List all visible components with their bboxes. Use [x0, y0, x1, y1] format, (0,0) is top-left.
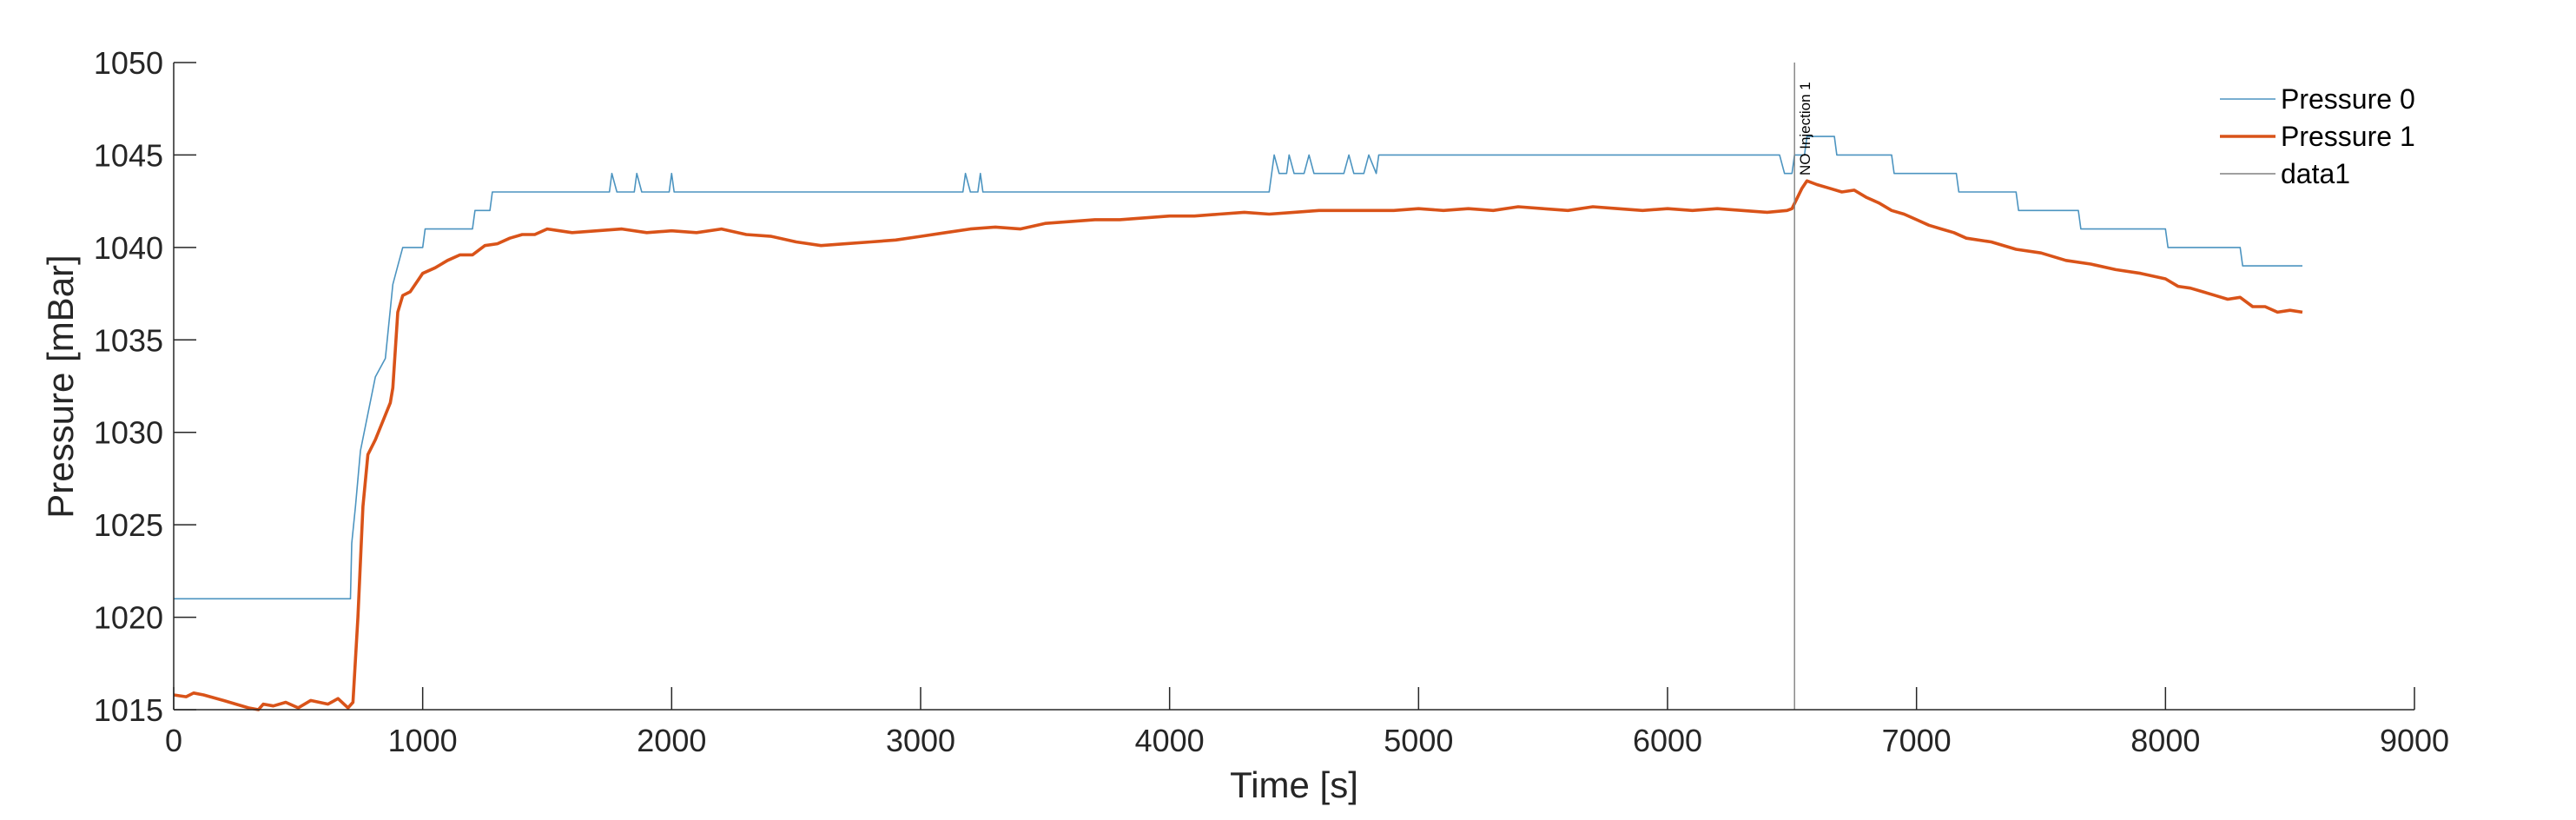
y-tick-label: 1040: [94, 230, 163, 266]
legend-label: Pressure 0: [2281, 83, 2415, 115]
annotation-layer: NO Injection 1: [1797, 82, 1813, 175]
axes-layer: [173, 63, 2414, 711]
x-tick-label: 9000: [2380, 723, 2449, 758]
annotation-label: NO Injection 1: [1797, 82, 1813, 175]
y-tick-label: 1050: [94, 45, 163, 81]
y-axis-title: Pressure [mBar]: [40, 255, 81, 518]
legend-label: data1: [2281, 158, 2350, 189]
x-tick-label: 2000: [637, 723, 706, 758]
x-tick-label: 8000: [2130, 723, 2200, 758]
series-line-pressure-0: [174, 136, 2302, 600]
x-tick-label: 0: [165, 723, 182, 758]
y-tick-label: 1020: [94, 600, 163, 636]
x-ticks: 0 1000 2000 3000 4000 5000 6000 7000 8000 9000: [165, 687, 2449, 758]
y-tick-label: 1025: [94, 507, 163, 543]
y-ticks: 1015 1020 1025 1030 1035 1040 1045 1050: [94, 45, 196, 728]
y-tick-label: 1045: [94, 137, 163, 173]
x-tick-label: 3000: [886, 723, 955, 758]
x-tick-label: 1000: [388, 723, 458, 758]
legend-label: Pressure 1: [2281, 121, 2415, 152]
series-line-pressure-1: [173, 179, 2303, 711]
y-tick-label: 1030: [94, 415, 163, 451]
x-tick-label: 5000: [1384, 723, 1453, 758]
x-axis-title: Time [s]: [1230, 764, 1358, 805]
legend: Pressure 0 Pressure 1 data1: [2220, 83, 2415, 189]
y-tick-label: 1015: [94, 692, 163, 728]
x-tick-label: 6000: [1633, 723, 1702, 758]
y-tick-label: 1035: [94, 322, 163, 358]
x-tick-label: 4000: [1135, 723, 1205, 758]
x-tick-label: 7000: [1882, 723, 1952, 758]
series-layer: [173, 63, 2303, 711]
